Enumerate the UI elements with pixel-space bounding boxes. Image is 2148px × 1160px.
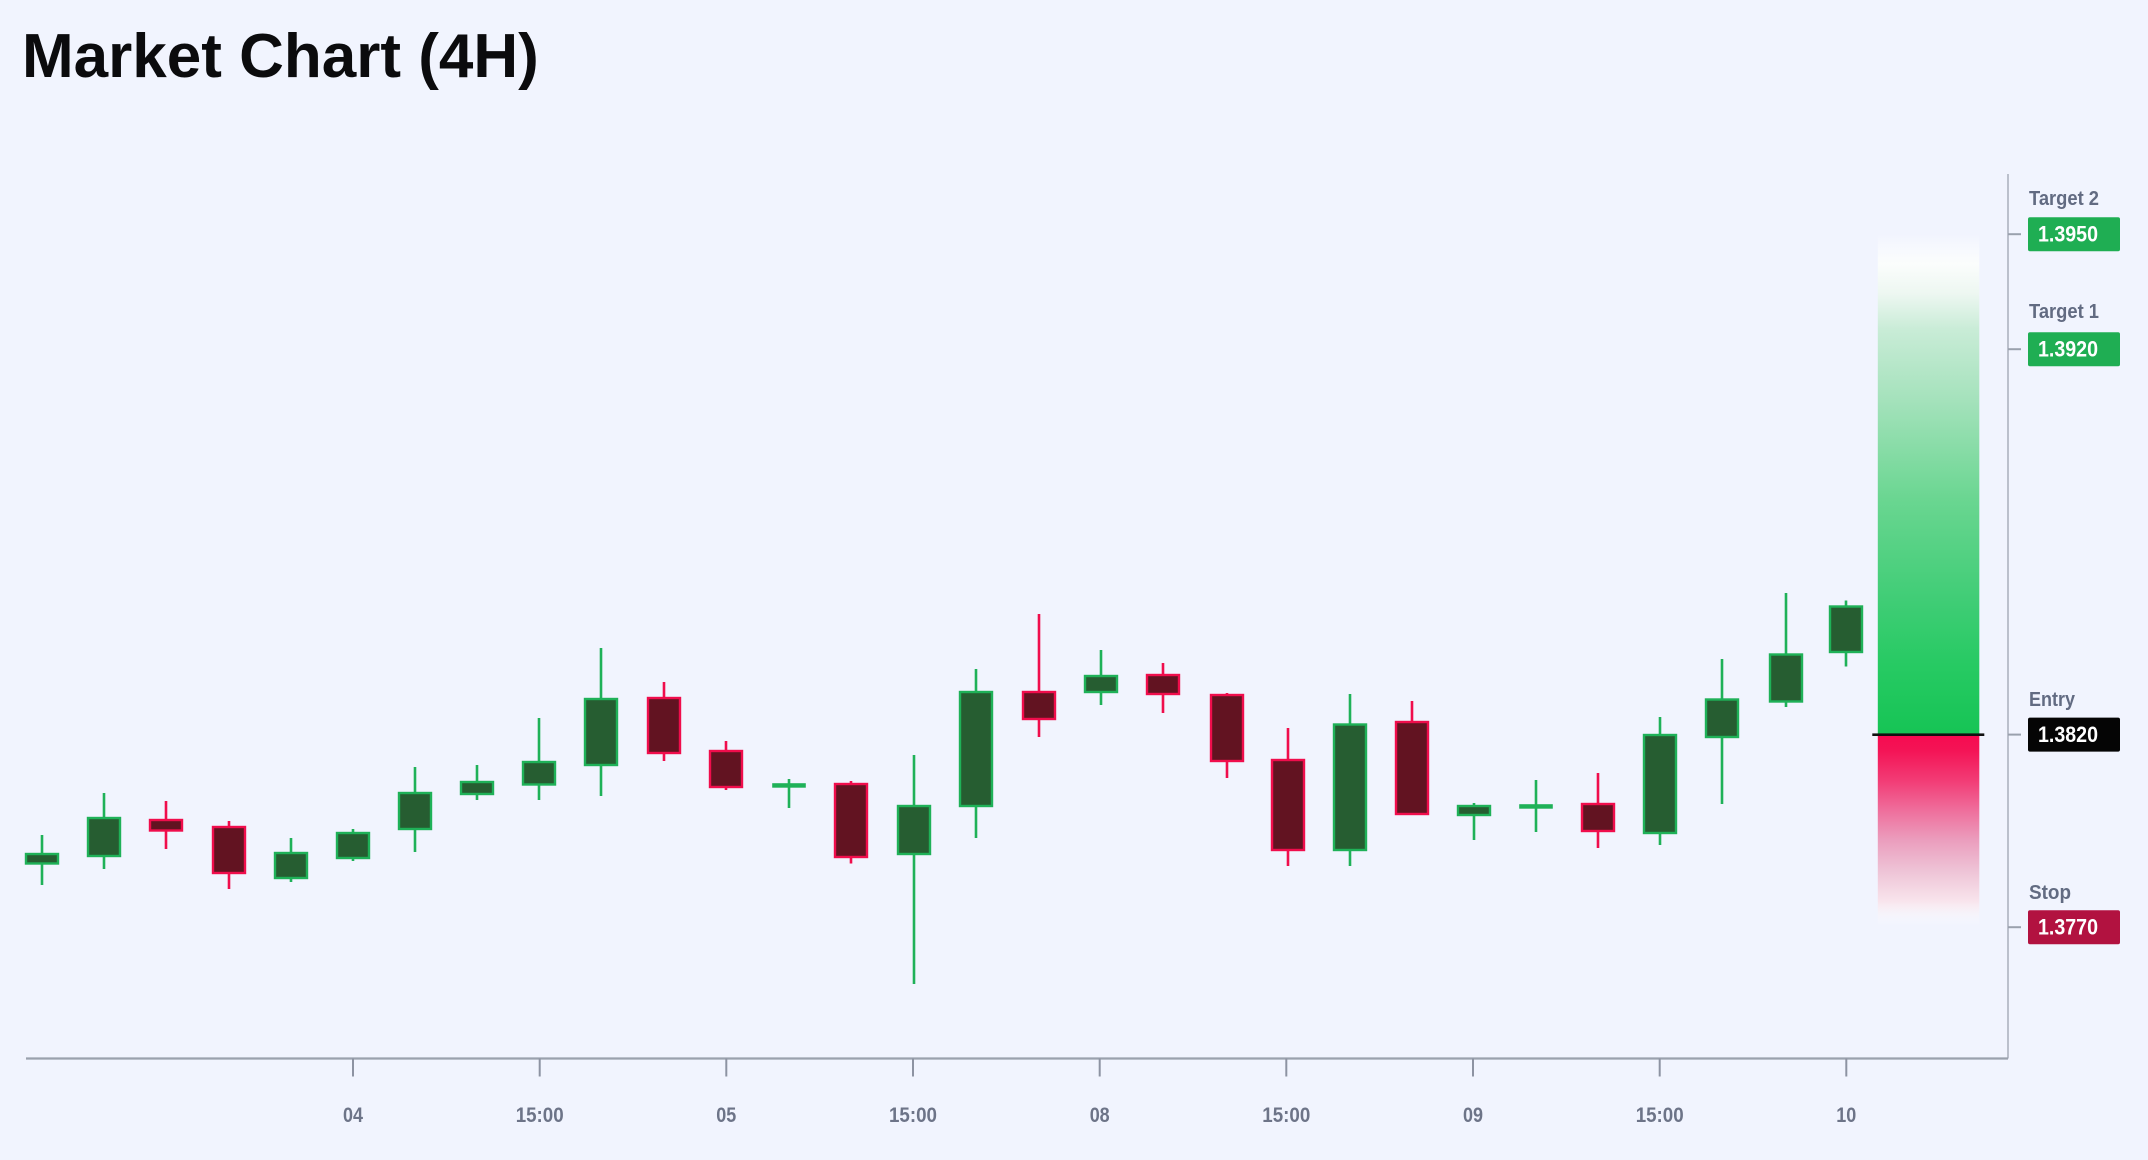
svg-text:Entry: Entry [2029, 688, 2076, 711]
svg-text:1.3820: 1.3820 [2038, 722, 2098, 747]
svg-text:09: 09 [1463, 1103, 1483, 1127]
svg-text:04: 04 [343, 1103, 363, 1127]
svg-text:10: 10 [1836, 1103, 1856, 1127]
svg-text:15:00: 15:00 [889, 1103, 937, 1127]
svg-text:Target 2: Target 2 [2029, 187, 2099, 210]
svg-text:1.3770: 1.3770 [2038, 915, 2098, 940]
svg-text:15:00: 15:00 [1636, 1103, 1684, 1127]
svg-text:05: 05 [716, 1103, 736, 1127]
svg-text:Stop: Stop [2029, 881, 2071, 904]
svg-text:Market Chart (4H): Market Chart (4H) [22, 22, 539, 91]
svg-text:08: 08 [1090, 1103, 1110, 1127]
svg-text:Target 1: Target 1 [2029, 300, 2099, 323]
svg-text:15:00: 15:00 [516, 1103, 564, 1127]
svg-text:1.3950: 1.3950 [2038, 222, 2098, 247]
svg-text:15:00: 15:00 [1262, 1103, 1310, 1127]
svg-text:1.3920: 1.3920 [2038, 337, 2098, 362]
